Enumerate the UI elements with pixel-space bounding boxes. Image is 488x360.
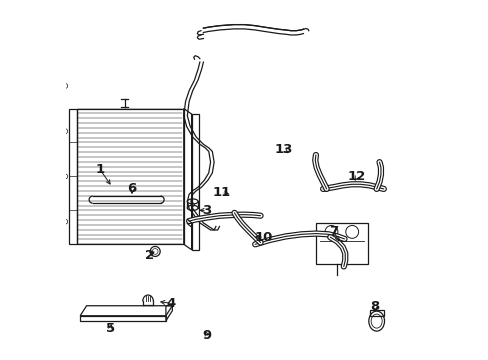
Text: 13: 13: [274, 143, 292, 156]
Text: 8: 8: [369, 300, 379, 313]
Text: 6: 6: [127, 183, 136, 195]
Bar: [369, 310, 383, 316]
Text: 2: 2: [145, 248, 154, 261]
Bar: [315, 223, 367, 264]
Text: 7: 7: [328, 225, 338, 238]
Text: 1: 1: [95, 163, 104, 176]
Bar: [191, 114, 198, 250]
Text: 4: 4: [166, 297, 176, 310]
Text: 12: 12: [347, 170, 366, 183]
Text: 9: 9: [202, 329, 211, 342]
Bar: [77, 109, 183, 244]
Text: 10: 10: [254, 231, 273, 244]
Text: 5: 5: [106, 322, 115, 335]
Bar: [69, 109, 77, 244]
Text: 3: 3: [202, 204, 211, 217]
Text: 11: 11: [212, 186, 230, 199]
